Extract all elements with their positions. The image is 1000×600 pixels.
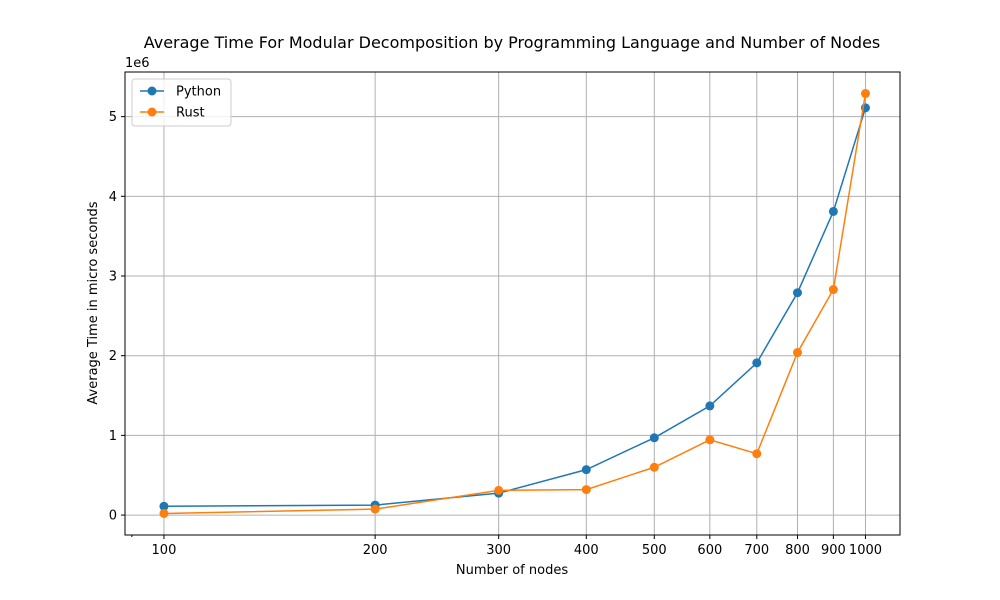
data-point-rust [649,462,659,472]
y-tick-label: 1 [109,429,117,444]
x-tick-label: 700 [744,543,769,558]
x-tick-label: 400 [574,543,599,558]
y-tick-label: 3 [109,270,117,285]
data-point-rust [370,504,380,514]
y-tick-label: 2 [109,349,117,364]
data-point-rust [494,485,504,495]
x-axis-ticks: 100 200 300 400 500 600 700 800 900 1000 [131,535,882,558]
y-axis-label: Average Time in micro seconds [86,201,101,404]
data-point-rust [581,485,591,495]
x-tick-label: 900 [821,543,846,558]
y-tick-label: 5 [109,110,117,125]
data-point-rust [705,435,715,445]
legend-label-rust: Rust [176,106,205,121]
data-point-python [828,206,838,216]
series-layer [159,89,870,518]
x-tick-label: 500 [642,543,667,558]
series-line-rust [163,93,867,515]
data-point-rust [792,348,802,358]
legend-marker-rust [147,107,157,117]
data-point-rust [752,449,762,459]
y-offset-label: 1e6 [125,56,150,71]
y-tick-label: 4 [109,190,117,205]
data-point-python [649,433,659,443]
data-point-python [792,288,802,298]
x-tick-label: 800 [785,543,810,558]
data-point-python [581,465,591,475]
grid [125,72,900,535]
x-axis-label: Number of nodes [456,563,568,578]
y-tick-label: 0 [109,509,117,524]
data-point-rust [860,89,870,99]
x-tick-label: 200 [363,543,388,558]
y-axis-ticks: 0 1 2 3 4 5 [109,110,125,524]
data-point-python [752,358,762,368]
series-python [159,103,870,511]
legend-marker-python [147,86,157,96]
x-tick-label: 1000 [849,543,882,558]
legend-label-python: Python [176,85,221,100]
x-tick-label: 300 [486,543,511,558]
x-tick-label: 600 [697,543,722,558]
chart-title: Average Time For Modular Decomposition b… [144,33,881,52]
series-rust [159,89,870,518]
plot-frame [124,71,901,536]
data-point-rust [159,508,169,518]
legend: Python Rust [131,78,232,127]
data-point-python [705,401,715,411]
data-point-rust [828,285,838,295]
x-tick-label: 100 [152,543,177,558]
data-point-python [159,501,169,511]
